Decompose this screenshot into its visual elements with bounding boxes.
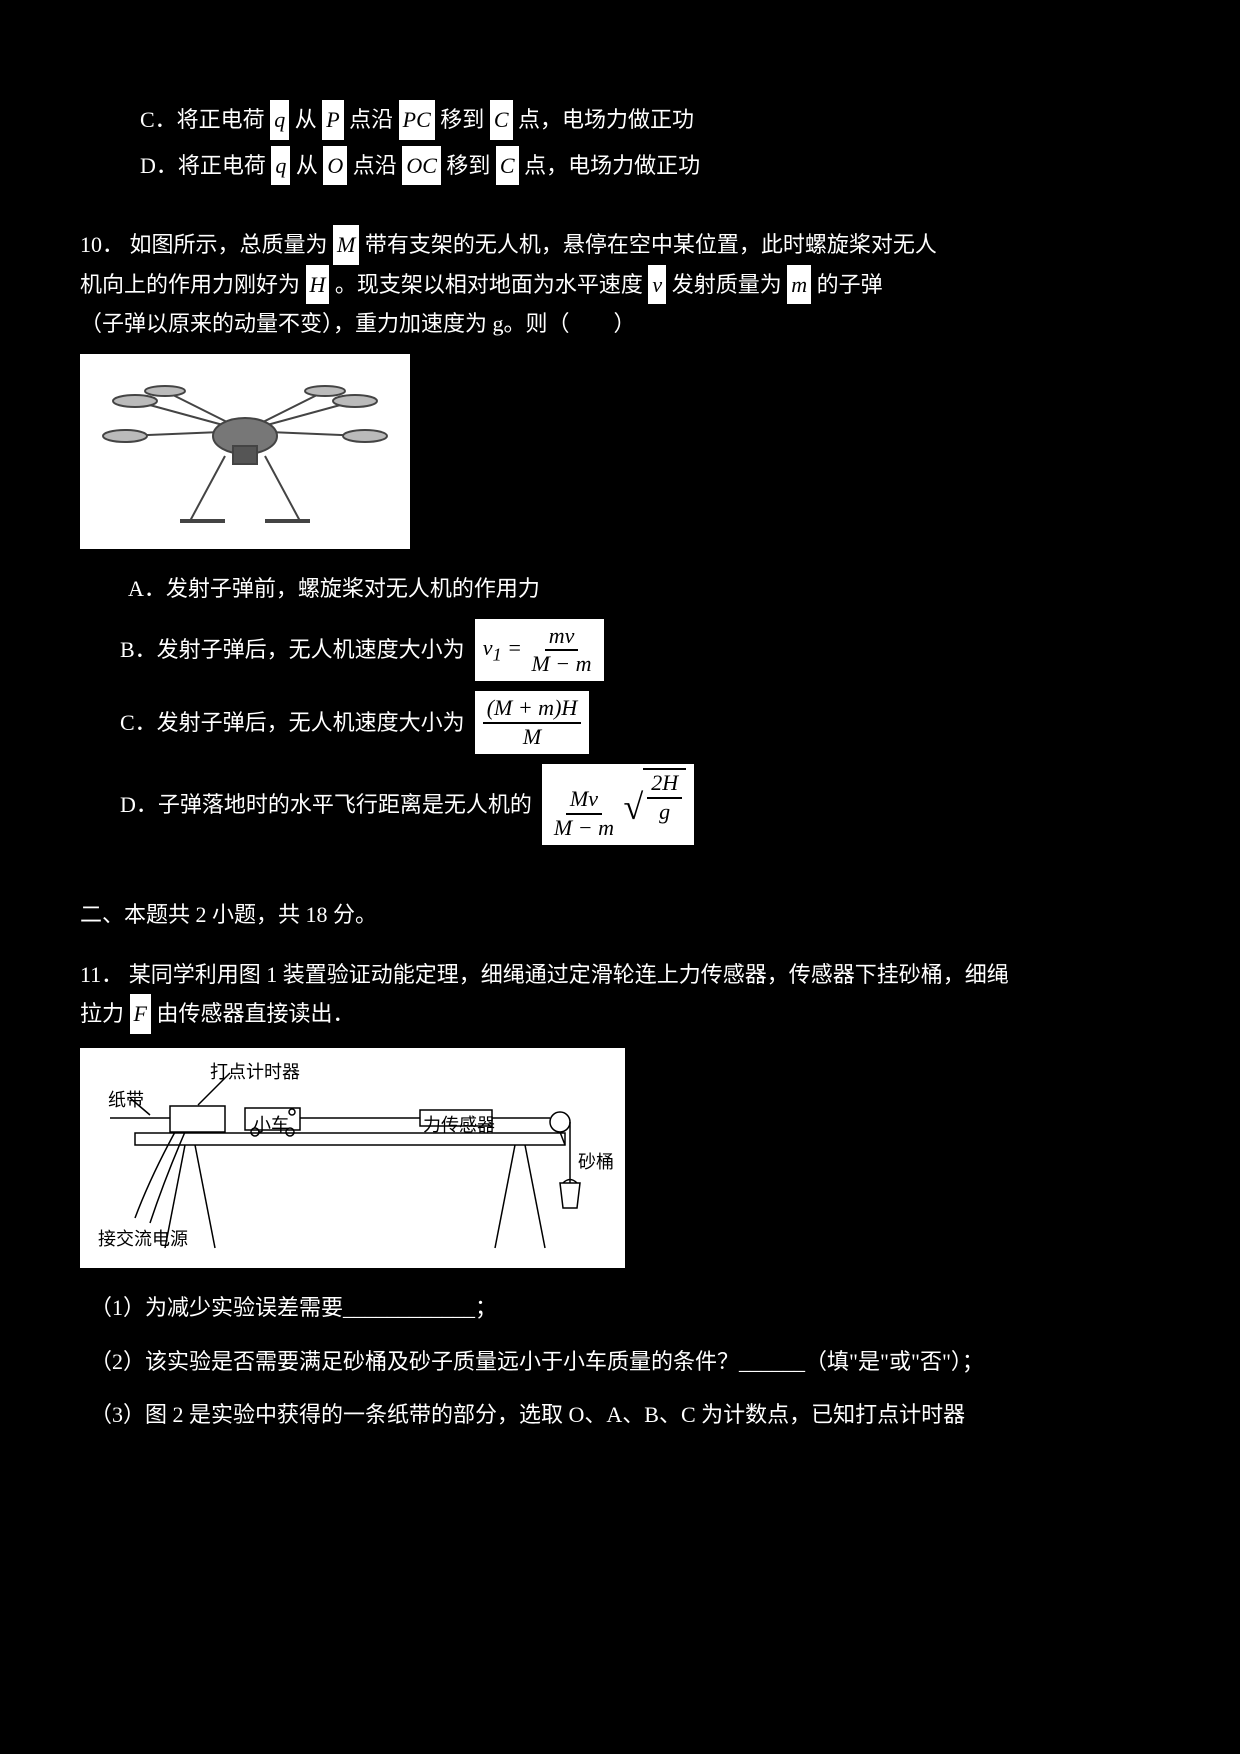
formula-d-radnum: 2H: [647, 770, 682, 798]
text: 移到: [446, 153, 490, 178]
formula-c: (M + m)H M: [475, 691, 590, 754]
q11-stem: 11． 某同学利用图 1 装置验证动能定理，细绳通过定滑轮连上力传感器，传感器下…: [80, 955, 1160, 995]
var-p: P: [322, 100, 343, 140]
label-ac: 接交流电源: [98, 1223, 188, 1255]
q10-stem-line2: 机向上的作用力刚好为 H 。现支架以相对地面为水平速度 v 发射质量为 m 的子…: [80, 265, 1160, 305]
q11-number: 11．: [80, 962, 123, 987]
text: 的子弹: [817, 272, 883, 297]
experiment-figure: 打点计时器 纸带 小车 力传感器 砂桶 接交流电源: [80, 1048, 1160, 1268]
option-b-text: B．发射子弹后，无人机速度大小为: [120, 630, 465, 670]
label-tape: 纸带: [108, 1084, 144, 1116]
text: 由传感器直接读出．: [156, 1001, 354, 1026]
text: （子弹以原来的动量不变），重力加速度为 g。则（ ）: [80, 311, 636, 336]
section-title-text: 二、本题共 2 小题，共 18 分。: [80, 902, 377, 927]
var-h: H: [306, 265, 330, 305]
option-d: D．子弹落地时的水平飞行距离是无人机的 Mv M − m √ 2H g: [120, 764, 1160, 845]
q11-stem-line2: 拉力 F 由传感器直接读出．: [80, 994, 1160, 1034]
var-q: q: [271, 146, 290, 186]
q10-stem: 10． 如图所示，总质量为 M 带有支架的无人机，悬停在空中某位置，此时螺旋桨对…: [80, 225, 1160, 265]
label-sensor: 力传感器: [423, 1109, 495, 1141]
option-a: A．发射子弹前，螺旋桨对无人机的作用力: [120, 569, 1160, 609]
formula-b-den: M − m: [527, 651, 595, 677]
option-b: B．发射子弹后，无人机速度大小为 v1 = mv M − m: [120, 619, 1160, 682]
option-d-text: D．子弹落地时的水平飞行距离是无人机的: [120, 785, 532, 825]
text: 从: [296, 153, 318, 178]
option-c: C．发射子弹后，无人机速度大小为 (M + m)H M: [120, 691, 1160, 754]
text: 点沿: [349, 107, 393, 132]
q10-number: 10．: [80, 232, 124, 257]
formula-d-radden: g: [655, 799, 674, 825]
question-10: 10． 如图所示，总质量为 M 带有支架的无人机，悬停在空中某位置，此时螺旋桨对…: [80, 225, 1160, 845]
var-v: v: [648, 265, 666, 305]
var-o: O: [323, 146, 347, 186]
label-bucket: 砂桶: [578, 1146, 614, 1178]
label-timer: 打点计时器: [210, 1056, 300, 1088]
text: 点，电场力做正功: [518, 107, 694, 132]
formula-b: v1 = mv M − m: [475, 619, 604, 682]
text: 。现支架以相对地面为水平速度: [335, 272, 643, 297]
var-oc: OC: [402, 146, 441, 186]
var-c: C: [496, 146, 519, 186]
text: 机向上的作用力刚好为: [80, 272, 300, 297]
text: 某同学利用图 1 装置验证动能定理，细绳通过定滑轮连上力传感器，传感器下挂砂桶，…: [129, 962, 1009, 987]
var-f: F: [130, 994, 151, 1034]
formula-d-num: Mv: [566, 786, 602, 814]
formula-d: Mv M − m √ 2H g: [542, 764, 694, 845]
text: 点，电场力做正功: [524, 153, 700, 178]
text: 点沿: [353, 153, 397, 178]
q11-sub1: （1）为减少实验误差需要____________；: [80, 1288, 1160, 1328]
var-m: m: [787, 265, 811, 305]
var-m-cap: M: [333, 225, 359, 265]
experiment-image: 打点计时器 纸带 小车 力传感器 砂桶 接交流电源: [80, 1048, 625, 1268]
var-c: C: [490, 100, 513, 140]
formula-c-den: M: [519, 724, 545, 750]
formula-d-den: M − m: [550, 815, 618, 841]
var-q: q: [270, 100, 289, 140]
drone-image: [80, 354, 410, 549]
q10-stem-line3: （子弹以原来的动量不变），重力加速度为 g。则（ ）: [80, 304, 1160, 344]
option-c-text: C．发射子弹后，无人机速度大小为: [120, 703, 465, 743]
question-11: 11． 某同学利用图 1 装置验证动能定理，细绳通过定滑轮连上力传感器，传感器下…: [80, 955, 1160, 1435]
formula-b-num: mv: [545, 623, 579, 651]
text: 从: [295, 107, 317, 132]
text: 移到: [440, 107, 484, 132]
label-cart: 小车: [253, 1109, 289, 1141]
option-a-text: A．发射子弹前，螺旋桨对无人机的作用力: [128, 569, 540, 609]
option-line-c: C．将正电荷 q 从 P 点沿 PC 移到 C 点，电场力做正功: [80, 100, 1160, 140]
section-title: 二、本题共 2 小题，共 18 分。: [80, 895, 1160, 935]
text: 如图所示，总质量为: [130, 232, 328, 257]
q11-sub3: （3）图 2 是实验中获得的一条纸带的部分，选取 O、A、B、C 为计数点，已知…: [80, 1395, 1160, 1435]
var-pc: PC: [399, 100, 435, 140]
text: 发射质量为: [672, 272, 782, 297]
formula-c-num: (M + m)H: [483, 695, 582, 723]
drone-figure: [80, 354, 1160, 549]
q10-options: A．发射子弹前，螺旋桨对无人机的作用力 B．发射子弹后，无人机速度大小为 v1 …: [80, 569, 1160, 845]
option-line-d: D．将正电荷 q 从 O 点沿 OC 移到 C 点，电场力做正功: [80, 146, 1160, 186]
q11-sub2: （2）该实验是否需要满足砂桶及砂子质量远小于小车质量的条件？______（填"是…: [80, 1342, 1160, 1382]
text: 带有支架的无人机，悬停在空中某位置，此时螺旋桨对无人: [365, 232, 937, 257]
text: 拉力: [80, 1001, 124, 1026]
text: D．将正电荷: [140, 153, 266, 178]
text: C．将正电荷: [140, 107, 265, 132]
